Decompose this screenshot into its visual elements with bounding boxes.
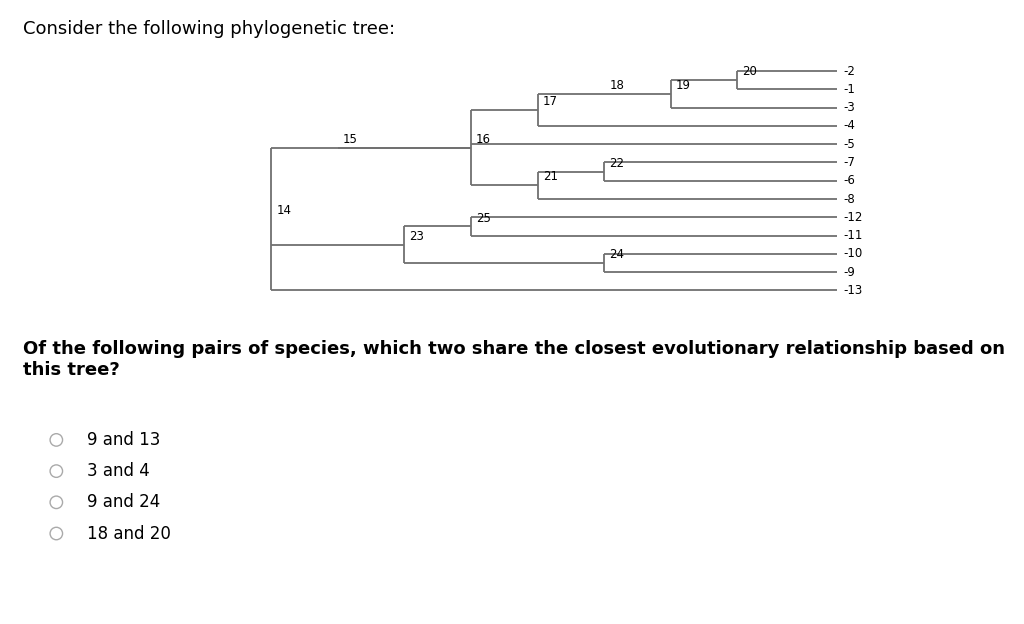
Text: -6: -6 [843, 174, 855, 187]
Text: 18 and 20: 18 and 20 [87, 525, 171, 542]
Text: -12: -12 [843, 211, 862, 224]
Text: -11: -11 [843, 229, 862, 242]
Text: Consider the following phylogenetic tree:: Consider the following phylogenetic tree… [23, 20, 394, 38]
Text: Of the following pairs of species, which two share the closest evolutionary rela: Of the following pairs of species, which… [23, 340, 1005, 379]
Text: 23: 23 [410, 230, 425, 243]
Text: -10: -10 [843, 247, 862, 260]
Text: 9 and 13: 9 and 13 [87, 431, 161, 449]
Text: -3: -3 [843, 101, 855, 114]
Text: 20: 20 [742, 66, 758, 79]
Text: 3 and 4: 3 and 4 [87, 462, 150, 480]
Text: 18: 18 [609, 79, 625, 92]
Text: 19: 19 [676, 79, 691, 92]
Text: 25: 25 [476, 212, 492, 225]
Text: -9: -9 [843, 266, 855, 278]
Text: -4: -4 [843, 119, 855, 132]
Text: 21: 21 [543, 170, 558, 183]
Text: 15: 15 [343, 133, 358, 146]
Text: -5: -5 [843, 138, 855, 150]
Text: 9 and 24: 9 and 24 [87, 494, 161, 511]
Text: 14: 14 [276, 204, 292, 217]
Text: 16: 16 [476, 133, 492, 146]
Text: 22: 22 [609, 157, 625, 170]
Text: -8: -8 [843, 193, 855, 205]
Text: -1: -1 [843, 83, 855, 96]
Text: 24: 24 [609, 248, 625, 261]
Text: -7: -7 [843, 156, 855, 169]
Text: -2: -2 [843, 65, 855, 77]
Text: -13: -13 [843, 284, 862, 297]
Text: 17: 17 [543, 95, 558, 108]
